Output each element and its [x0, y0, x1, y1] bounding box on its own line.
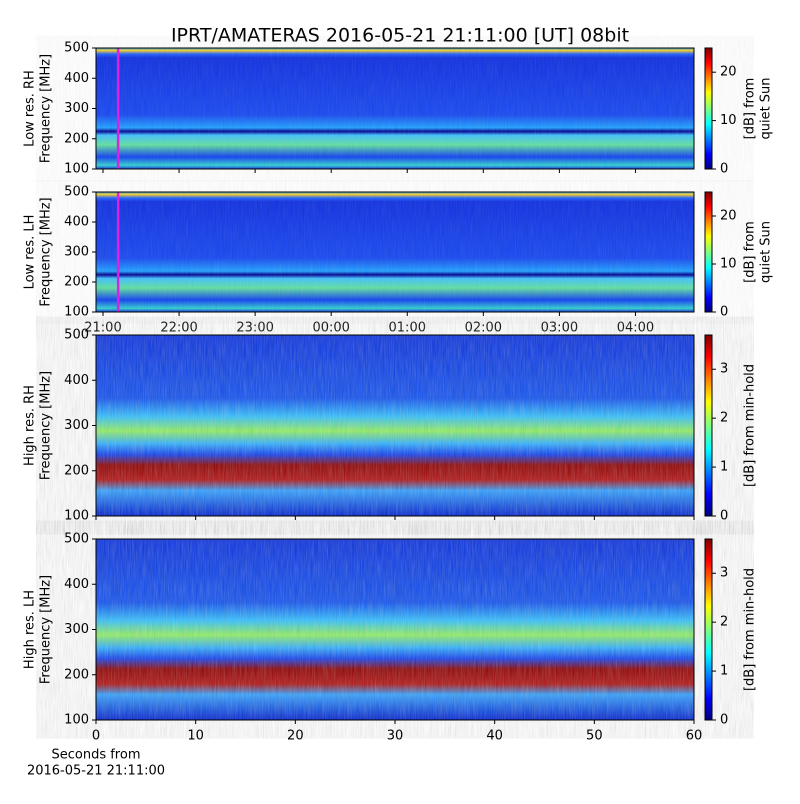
colorbar-tick-label: 3 [720, 362, 728, 377]
x-tick-label: 01:00 [389, 321, 426, 336]
x-tick-label: 0 [92, 729, 100, 744]
colorbar-tick-label: 0 [720, 162, 728, 177]
y-tick-label: 500 [64, 41, 89, 56]
colorbar-tick-label: 1 [720, 460, 728, 475]
y-tick-label: 100 [64, 713, 89, 728]
spectrogram-texture [96, 192, 694, 312]
x-tick-label: 10 [187, 729, 204, 744]
colorbar-label: [dB] from min-hold [743, 364, 758, 487]
y-tick-label: 200 [64, 463, 89, 478]
x-tick-label: 04:00 [617, 321, 654, 336]
x-tick-label: 03:00 [541, 321, 578, 336]
y-axis-label: Low res. LH [23, 215, 38, 290]
x-tick-label: 22:00 [160, 321, 197, 336]
colorbar-tick-label: 10 [720, 257, 737, 272]
colorbar-tick-label: 20 [720, 209, 737, 224]
y-tick-label: 400 [64, 215, 89, 230]
y-axis-label: High res. LH [23, 590, 38, 669]
x-tick-label: 00:00 [312, 321, 349, 336]
colorbar-tick-label: 0 [720, 713, 728, 728]
y-tick-label: 300 [64, 245, 89, 260]
colorbar [704, 538, 713, 721]
colorbar-tick-label: 2 [720, 615, 728, 630]
colorbar-label: [dB] from [743, 221, 758, 283]
colorbar [704, 334, 713, 517]
x-tick-label: 02:00 [465, 321, 502, 336]
y-tick-label: 300 [64, 622, 89, 637]
colorbar-label: quiet Sun [759, 221, 774, 283]
y-tick-label: 300 [64, 418, 89, 433]
x-tick-label: 60 [686, 729, 703, 744]
y-axis-label: Frequency [MHz] [39, 197, 54, 306]
y-tick-label: 100 [64, 162, 89, 177]
x-tick-label: 21:00 [84, 321, 121, 336]
y-axis-label: Frequency [MHz] [39, 54, 54, 163]
x-tick-label: 23:00 [236, 321, 273, 336]
spectrogram-texture [96, 335, 694, 516]
y-tick-label: 300 [64, 101, 89, 116]
x-tick-label: 50 [586, 729, 603, 744]
y-tick-label: 200 [64, 131, 89, 146]
x-axis-label: Seconds from [51, 748, 140, 763]
y-axis-label: Low res. RH [23, 70, 38, 147]
x-axis-label: 2016-05-21 21:11:00 [27, 764, 165, 779]
y-tick-label: 400 [64, 71, 89, 86]
y-tick-label: 400 [64, 577, 89, 592]
colorbar-tick-label: 2 [720, 411, 728, 426]
colorbar-label: [dB] from [743, 78, 758, 140]
y-axis-label: High res. RH [23, 385, 38, 466]
colorbar [704, 191, 713, 313]
y-tick-label: 100 [64, 305, 89, 320]
y-axis-label: Frequency [MHz] [39, 575, 54, 684]
colorbar-tick-label: 1 [720, 664, 728, 679]
y-tick-label: 500 [64, 185, 89, 200]
colorbar-label: quiet Sun [759, 77, 774, 139]
colorbar-tick-label: 0 [720, 305, 728, 320]
colorbar-tick-label: 3 [720, 566, 728, 581]
x-tick-label: 20 [287, 729, 304, 744]
y-tick-label: 100 [64, 509, 89, 524]
chart-title: IPRT/AMATERAS 2016-05-21 21:11:00 [UT] 0… [171, 25, 629, 47]
y-tick-label: 400 [64, 373, 89, 388]
spectrogram-texture [96, 48, 694, 169]
colorbar [704, 47, 713, 170]
colorbar-tick-label: 0 [720, 509, 728, 524]
y-axis-label: Frequency [MHz] [39, 371, 54, 480]
x-tick-label: 30 [387, 729, 404, 744]
y-tick-label: 200 [64, 667, 89, 682]
y-tick-label: 500 [64, 328, 89, 343]
y-tick-label: 200 [64, 275, 89, 290]
colorbar-tick-label: 10 [720, 113, 737, 128]
colorbar-label: [dB] from min-hold [743, 568, 758, 691]
spectrogram-texture [96, 539, 694, 720]
x-tick-label: 40 [486, 729, 503, 744]
y-tick-label: 500 [64, 532, 89, 547]
colorbar-tick-label: 20 [720, 65, 737, 80]
